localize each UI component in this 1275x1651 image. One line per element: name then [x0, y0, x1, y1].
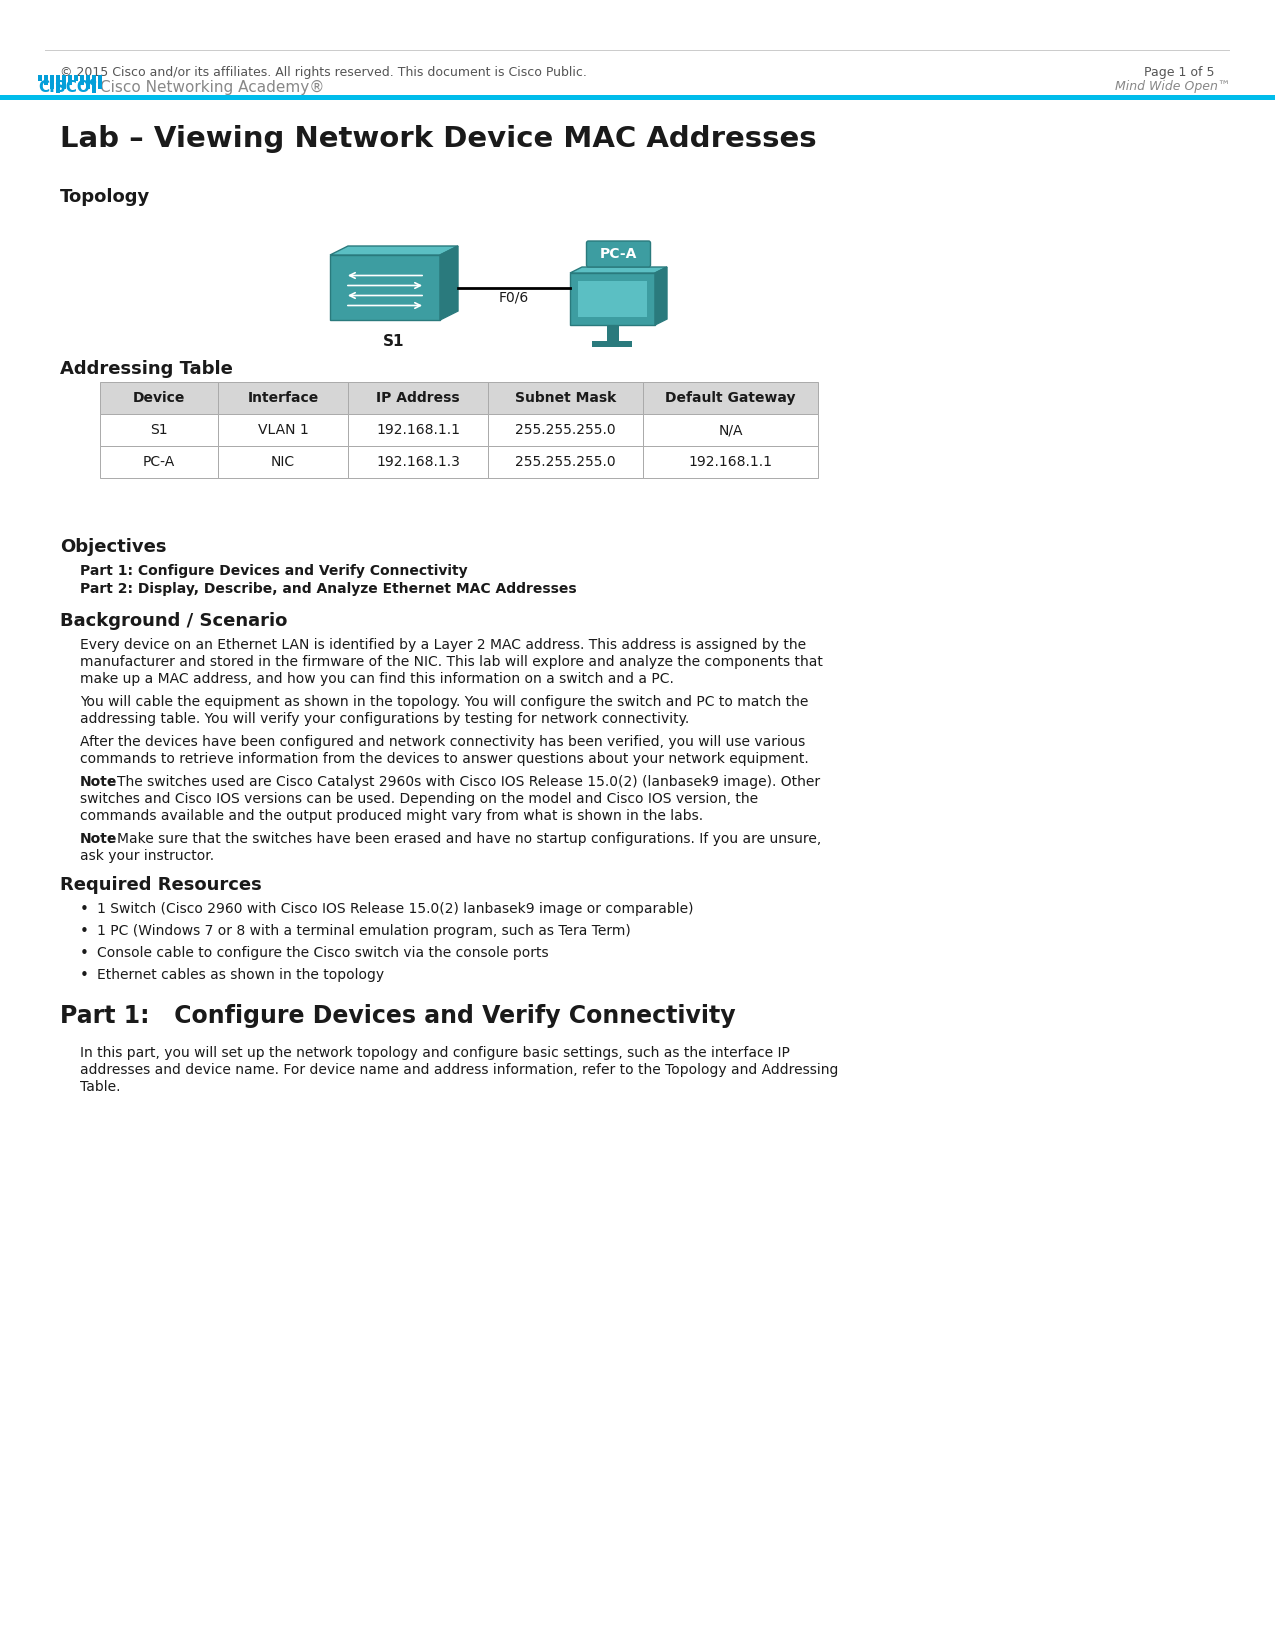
Text: Cisco Networking Academy®: Cisco Networking Academy®: [99, 79, 325, 96]
Text: ask your instructor.: ask your instructor.: [80, 849, 214, 863]
Text: IP Address: IP Address: [376, 391, 460, 404]
Polygon shape: [655, 267, 667, 325]
Text: •: •: [80, 925, 89, 939]
Circle shape: [91, 79, 96, 84]
Bar: [92, 74, 96, 92]
Bar: [218, 414, 348, 446]
Text: Ethernet cables as shown in the topology: Ethernet cables as shown in the topology: [97, 967, 384, 982]
Bar: [50, 74, 54, 89]
Text: F0/6: F0/6: [499, 291, 529, 304]
Polygon shape: [570, 267, 667, 272]
Text: 192.168.1.1: 192.168.1.1: [376, 423, 460, 438]
Text: After the devices have been configured and network connectivity has been verifie: After the devices have been configured a…: [80, 735, 806, 750]
Text: VLAN 1: VLAN 1: [258, 423, 309, 438]
Text: PC-A: PC-A: [599, 248, 638, 261]
Bar: [643, 414, 819, 446]
Text: addressing table. You will verify your configurations by testing for network con: addressing table. You will verify your c…: [80, 712, 690, 726]
Bar: [488, 446, 643, 479]
Text: 192.168.1.1: 192.168.1.1: [688, 456, 773, 469]
Polygon shape: [330, 246, 458, 254]
Text: © 2015 Cisco and/or its affiliates. All rights reserved. This document is Cisco : © 2015 Cisco and/or its affiliates. All …: [60, 66, 586, 79]
Text: PC-A: PC-A: [143, 456, 175, 469]
Text: Background / Scenario: Background / Scenario: [60, 613, 287, 631]
Text: : Make sure that the switches have been erased and have no startup configuration: : Make sure that the switches have been …: [108, 832, 821, 845]
Bar: [643, 446, 819, 479]
Text: •: •: [80, 946, 89, 961]
Text: •: •: [80, 901, 89, 916]
Text: manufacturer and stored in the firmware of the NIC. This lab will explore and an: manufacturer and stored in the firmware …: [80, 655, 822, 669]
Text: switches and Cisco IOS versions can be used. Depending on the model and Cisco IO: switches and Cisco IOS versions can be u…: [80, 792, 759, 806]
Bar: [74, 74, 78, 81]
Text: Note: Note: [80, 832, 117, 845]
Text: S1: S1: [384, 334, 404, 348]
Bar: [218, 446, 348, 479]
Bar: [488, 414, 643, 446]
Text: Addressing Table: Addressing Table: [60, 360, 233, 378]
Bar: [592, 342, 631, 347]
Polygon shape: [440, 246, 458, 320]
Text: Topology: Topology: [60, 188, 150, 206]
Polygon shape: [570, 272, 655, 325]
Bar: [68, 74, 71, 84]
Text: Table.: Table.: [80, 1080, 121, 1095]
Bar: [99, 414, 218, 446]
Bar: [218, 381, 348, 414]
Text: commands available and the output produced might vary from what is shown in the : commands available and the output produc…: [80, 809, 703, 822]
Text: Subnet Mask: Subnet Mask: [515, 391, 616, 404]
Text: 192.168.1.3: 192.168.1.3: [376, 456, 460, 469]
Bar: [99, 446, 218, 479]
Bar: [607, 325, 618, 343]
Bar: [80, 74, 84, 84]
Text: Mind Wide Open™: Mind Wide Open™: [1114, 79, 1230, 92]
Text: commands to retrieve information from the devices to answer questions about your: commands to retrieve information from th…: [80, 751, 808, 766]
Text: 1 PC (Windows 7 or 8 with a terminal emulation program, such as Tera Term): 1 PC (Windows 7 or 8 with a terminal emu…: [97, 925, 631, 938]
Bar: [45, 74, 48, 84]
Text: You will cable the equipment as shown in the topology. You will configure the sw: You will cable the equipment as shown in…: [80, 695, 808, 708]
Text: Page 1 of 5: Page 1 of 5: [1145, 66, 1215, 79]
Polygon shape: [578, 281, 646, 317]
Text: Default Gateway: Default Gateway: [666, 391, 796, 404]
Text: : The switches used are Cisco Catalyst 2960s with Cisco IOS Release 15.0(2) (lan: : The switches used are Cisco Catalyst 2…: [108, 774, 820, 789]
Text: 255.255.255.0: 255.255.255.0: [515, 456, 616, 469]
Text: Required Resources: Required Resources: [60, 877, 261, 893]
Bar: [348, 414, 488, 446]
Bar: [348, 381, 488, 414]
Text: Lab – Viewing Network Device MAC Addresses: Lab – Viewing Network Device MAC Address…: [60, 125, 816, 154]
Bar: [348, 446, 488, 479]
Text: 1 Switch (Cisco 2960 with Cisco IOS Release 15.0(2) lanbasek9 image or comparabl: 1 Switch (Cisco 2960 with Cisco IOS Rele…: [97, 901, 694, 916]
Text: make up a MAC address, and how you can find this information on a switch and a P: make up a MAC address, and how you can f…: [80, 672, 674, 687]
Bar: [56, 74, 60, 92]
Bar: [99, 381, 218, 414]
Text: In this part, you will set up the network topology and configure basic settings,: In this part, you will set up the networ…: [80, 1047, 790, 1060]
Text: addresses and device name. For device name and address information, refer to the: addresses and device name. For device na…: [80, 1063, 839, 1076]
Bar: [488, 381, 643, 414]
Text: •: •: [80, 967, 89, 982]
Text: Part 1:   Configure Devices and Verify Connectivity: Part 1: Configure Devices and Verify Con…: [60, 1004, 736, 1029]
Text: Objectives: Objectives: [60, 538, 167, 556]
Text: 255.255.255.0: 255.255.255.0: [515, 423, 616, 438]
Text: Device: Device: [133, 391, 185, 404]
Text: Console cable to configure the Cisco switch via the console ports: Console cable to configure the Cisco swi…: [97, 946, 548, 959]
Bar: [38, 74, 42, 81]
Text: Note: Note: [80, 774, 117, 789]
Text: CISCO: CISCO: [38, 79, 89, 96]
Polygon shape: [330, 254, 440, 320]
Bar: [62, 74, 66, 89]
Text: Interface: Interface: [247, 391, 319, 404]
FancyBboxPatch shape: [586, 241, 650, 267]
Bar: [85, 74, 91, 89]
Bar: [98, 74, 102, 89]
Text: Part 1: Configure Devices and Verify Connectivity: Part 1: Configure Devices and Verify Con…: [80, 565, 468, 578]
Text: N/A: N/A: [718, 423, 743, 438]
Text: S1: S1: [150, 423, 168, 438]
Bar: [0, 96, 1275, 101]
Text: NIC: NIC: [270, 456, 295, 469]
Bar: [643, 381, 819, 414]
Text: Part 2: Display, Describe, and Analyze Ethernet MAC Addresses: Part 2: Display, Describe, and Analyze E…: [80, 583, 576, 596]
Text: Every device on an Ethernet LAN is identified by a Layer 2 MAC address. This add: Every device on an Ethernet LAN is ident…: [80, 637, 806, 652]
